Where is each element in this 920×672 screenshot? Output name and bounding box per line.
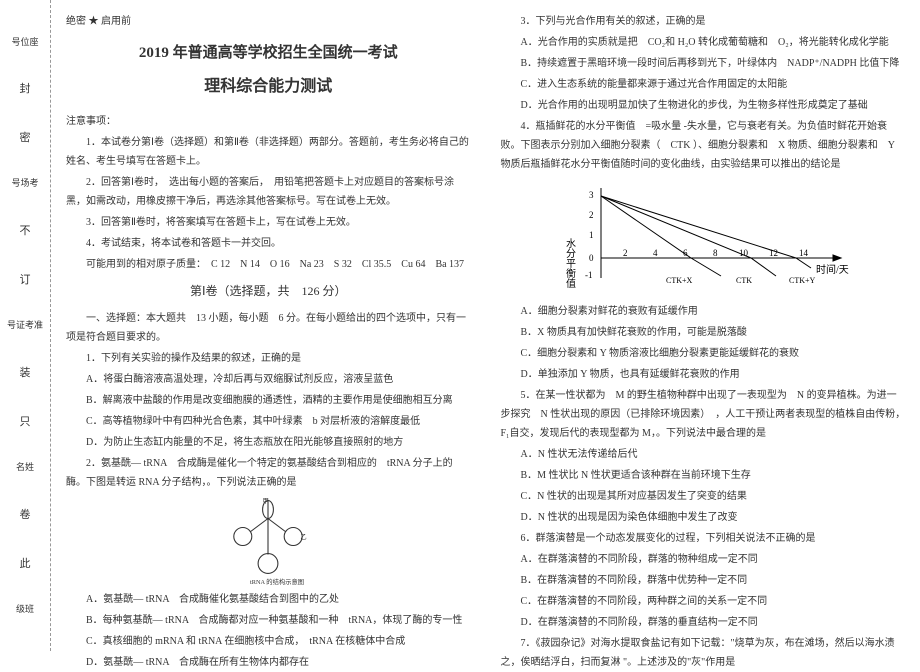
trna-diagram: tRNA 的结构示意图 甲 乙 — [223, 496, 313, 586]
option: B．X 物质具有加快鲜花衰败的作用，可能是脱落酸 — [501, 323, 906, 342]
left-column: 绝密 ★ 启用前 2019 年普通高等学校招生全国统一考试 理科综合能力测试 注… — [51, 0, 486, 651]
svg-text:0: 0 — [589, 253, 594, 263]
svg-text:2: 2 — [623, 248, 628, 258]
binding-char: 此 — [20, 555, 31, 571]
binding-char: 封 — [20, 80, 31, 96]
part1-title: 第Ⅰ卷（选择题，共 126 分） — [66, 280, 471, 303]
svg-text:水分平衡值: 水分平衡值 — [563, 238, 575, 289]
svg-text:4: 4 — [653, 248, 658, 258]
option: A．将蛋白酶溶液高温处理，冷却后再与双缩脲试剂反应，溶液呈蓝色 — [66, 370, 471, 389]
option: C．在群落演替的不同阶段，两种群之间的关系一定不同 — [501, 592, 906, 611]
svg-text:CTK+X: CTK+X — [666, 276, 693, 285]
option: B．持续遮置于黑暗环境一段时间后再移到光下，叶绿体内 NADP⁺/NADPH 比… — [501, 54, 906, 73]
water-balance-chart: 水分平衡值 时间/天 3 2 1 0 -1 2 4 6 8 10 12 14 — [561, 178, 861, 298]
option: C．N 性状的出现是其所对应基因发生了突变的结果 — [501, 487, 906, 506]
option: D．为防止生态缸内能量的不足，将生态瓶放在阳光能够直接照射的地方 — [66, 433, 471, 452]
notice-item: 3．回答第Ⅱ卷时，将答案填写在答题卡上，写在试卷上无效。 — [66, 213, 471, 232]
question-stem: 3．下列与光合作用有关的叙述，正确的是 — [501, 12, 906, 31]
content-area: 绝密 ★ 启用前 2019 年普通高等学校招生全国统一考试 理科综合能力测试 注… — [51, 0, 920, 651]
svg-text:3: 3 — [589, 190, 594, 200]
option: A．细胞分裂素对鲜花的衰败有延缓作用 — [501, 302, 906, 321]
svg-text:-1: -1 — [585, 270, 593, 280]
question-stem: 7．《菽园杂记》对海水提取食盐记有如下记载："烧草为灰，布在滩场，然后以海水渍之… — [501, 634, 906, 672]
binding-sub: 名姓 — [16, 462, 34, 473]
svg-text:时间/天: 时间/天 — [816, 263, 849, 276]
exam-subtitle: 理科综合能力测试 — [66, 72, 471, 102]
notice-header: 注意事项： — [66, 112, 471, 131]
atomic-masses: 可能用到的相对原子质量： C 12 N 14 O 16 Na 23 S 32 C… — [66, 255, 471, 274]
binding-sub: 号场考 — [11, 178, 38, 189]
svg-text:8: 8 — [713, 248, 718, 258]
binding-char: 密 — [20, 129, 31, 145]
svg-text:tRNA 的结构示意图: tRNA 的结构示意图 — [250, 577, 304, 586]
option: D．氨基酰— tRNA 合成酶在所有生物体内都存在 — [66, 653, 471, 672]
question-stem: 1．下列有关实验的操作及结果的叙述，正确的是 — [66, 349, 471, 368]
option: C．细胞分裂素和 Y 物质溶液比细胞分裂素更能延缓鲜花的衰败 — [501, 344, 906, 363]
binding-sub: 级班 — [16, 604, 34, 615]
svg-text:乙: 乙 — [301, 533, 307, 541]
option: A．在群落演替的不同阶段，群落的物种组成一定不同 — [501, 550, 906, 569]
svg-text:CTK: CTK — [736, 276, 752, 285]
question-stem: 5．在某一性状都为 M 的野生植物种群中出现了一表现型为 N 的变异植株。为进一… — [501, 386, 906, 443]
option: D．N 性状的出现是因为染色体细胞中发生了改变 — [501, 508, 906, 527]
binding-char: 订 — [20, 271, 31, 287]
part1-intro: 一、选择题：本大题共 13 小题，每小题 6 分。在每小题给出的四个选项中，只有… — [66, 309, 471, 347]
binding-sub: 号位座 — [11, 37, 38, 48]
option: B．每种氨基酰— tRNA 合成酶都对应一种氨基酸和一种 tRNA，体现了酶的专… — [66, 611, 471, 630]
question-stem: 2．氨基酰— tRNA 合成酶是催化一个特定的氨基酸结合到相应的 tRNA 分子… — [66, 454, 471, 492]
binding-char: 装 — [20, 364, 31, 380]
notice-item: 1．本试卷分第Ⅰ卷（选择题）和第Ⅱ卷（非选择题）两部分。答题前，考生务必将自己的… — [66, 133, 471, 171]
question-stem: 4．瓶插鲜花的水分平衡值 =吸水量 -失水量，它与衰老有关。为负值时鲜花开始衰败… — [501, 117, 906, 174]
binding-margin: 号位座 封 密 号场考 不 订 号证考准 装 只 名姓 卷 此 级班 — [0, 0, 51, 651]
option: D．单独添加 Y 物质，也具有延缓鲜花衰败的作用 — [501, 365, 906, 384]
svg-text:14: 14 — [799, 248, 809, 258]
option: D．光合作用的出现明显加快了生物进化的步伐，为生物多样性形成奠定了基础 — [501, 96, 906, 115]
exam-title: 2019 年普通高等学校招生全国统一考试 — [66, 39, 471, 68]
question-stem: 6．群落演替是一个动态发展变化的过程，下列相关说法不正确的是 — [501, 529, 906, 548]
right-column: 3．下列与光合作用有关的叙述，正确的是 A．光合作用的实质就是把 CO₂和 H₂… — [486, 0, 920, 651]
option: B．M 性状比 N 性状更适合该种群在当前环境下生存 — [501, 466, 906, 485]
secrecy-header: 绝密 ★ 启用前 — [66, 12, 471, 31]
option: A．氨基酰— tRNA 合成酶催化氨基酸结合到图中的乙处 — [66, 590, 471, 609]
svg-text:1: 1 — [589, 230, 594, 240]
option: A．N 性状无法传递给后代 — [501, 445, 906, 464]
svg-text:CTK+Y: CTK+Y — [789, 276, 816, 285]
svg-text:甲: 甲 — [263, 497, 269, 505]
option: B．解离液中盐酸的作用是改变细胞膜的通透性，酒精的主要作用是使细胞相互分离 — [66, 391, 471, 410]
binding-char: 不 — [20, 222, 31, 238]
exam-page: 号位座 封 密 号场考 不 订 号证考准 装 只 名姓 卷 此 级班 绝密 ★ … — [0, 0, 920, 651]
binding-char: 只 — [20, 413, 31, 429]
option: C．进入生态系统的能量都来源于通过光合作用固定的太阳能 — [501, 75, 906, 94]
option: C．高等植物绿叶中有四种光合色素，其中叶绿素 b 对层析液的溶解度最低 — [66, 412, 471, 431]
option: D．在群落演替的不同阶段，群落的垂直结构一定不同 — [501, 613, 906, 632]
notice-item: 4．考试结束，将本试卷和答题卡一并交回。 — [66, 234, 471, 253]
option: B．在群落演替的不同阶段，群落中优势种一定不同 — [501, 571, 906, 590]
svg-text:2: 2 — [589, 210, 594, 220]
binding-char: 卷 — [20, 506, 31, 522]
option: A．光合作用的实质就是把 CO₂和 H₂O 转化成葡萄糖和 O₂，将光能转化成化… — [501, 33, 906, 52]
binding-sub: 号证考准 — [7, 320, 43, 331]
option: C．真核细胞的 mRNA 和 tRNA 在细胞核中合成， tRNA 在核糖体中合… — [66, 632, 471, 651]
notice-item: 2．回答第Ⅰ卷时， 选出每小题的答案后， 用铅笔把答题卡上对应题目的答案标号涂黑… — [66, 173, 471, 211]
